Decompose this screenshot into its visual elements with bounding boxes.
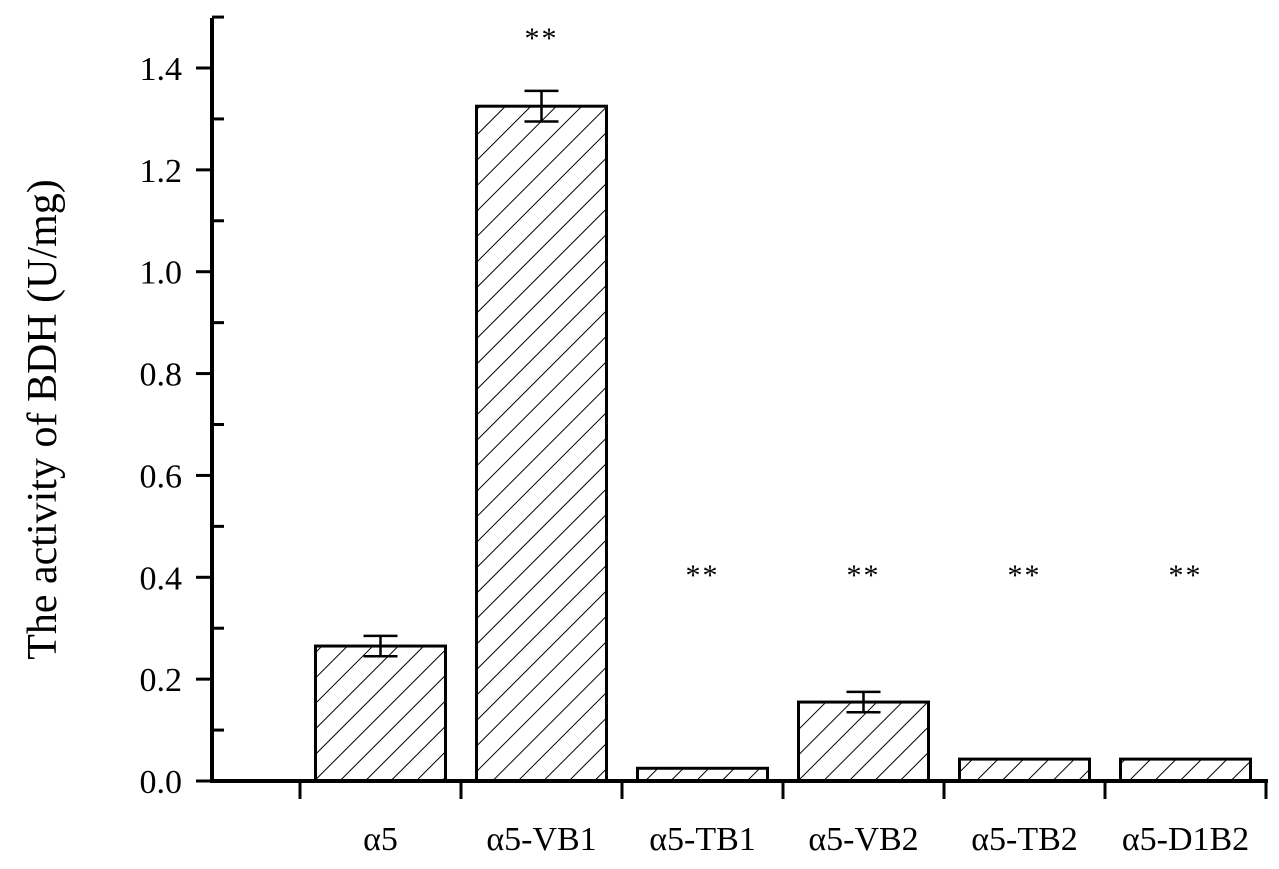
bar — [797, 700, 930, 783]
y-tick-label: 0.8 — [140, 357, 183, 394]
significance-markers: ** ** ** ** ** — [525, 22, 1203, 592]
y-tick-label: 1.2 — [140, 153, 183, 190]
bar — [1119, 757, 1252, 783]
x-tick-label: α5-TB1 — [649, 821, 756, 858]
x-tick-label: α5-D1B2 — [1122, 821, 1249, 858]
y-tick-label: 1.0 — [140, 255, 183, 292]
significance-marker: ** — [847, 559, 881, 592]
y-axis-ticks: 0.0 0.2 0.4 0.6 0.8 1.0 1.2 1.4 — [140, 15, 224, 801]
error-bar — [363, 634, 398, 658]
error-bar — [846, 690, 881, 714]
x-tick-label: α5-VB2 — [808, 821, 918, 858]
bar — [958, 757, 1091, 783]
x-tick-label: α5-VB1 — [486, 821, 596, 858]
y-axis-title: The activity of BDH (U/mg) — [20, 179, 66, 660]
significance-marker: ** — [525, 22, 559, 55]
y-tick-label: 0.2 — [140, 662, 183, 699]
y-tick-label: 0.4 — [140, 560, 183, 597]
x-tick-label: α5 — [363, 821, 398, 858]
bar — [475, 104, 608, 783]
error-bar — [524, 89, 559, 123]
bar — [314, 644, 447, 783]
y-tick-label: 1.4 — [140, 51, 183, 88]
y-tick-label: 0.6 — [140, 458, 183, 495]
x-axis-labels: α5 α5-VB1 α5-TB1 α5-VB2 α5-TB2 α5-D1B2 — [363, 821, 1249, 858]
y-tick-label: 0.0 — [140, 764, 183, 801]
bars — [314, 104, 1252, 783]
significance-marker: ** — [686, 559, 720, 592]
significance-marker: ** — [1008, 559, 1042, 592]
error-bars — [363, 89, 881, 714]
x-tick-label: α5-TB2 — [971, 821, 1078, 858]
x-axis-ticks — [298, 781, 1268, 799]
significance-marker: ** — [1169, 559, 1203, 592]
